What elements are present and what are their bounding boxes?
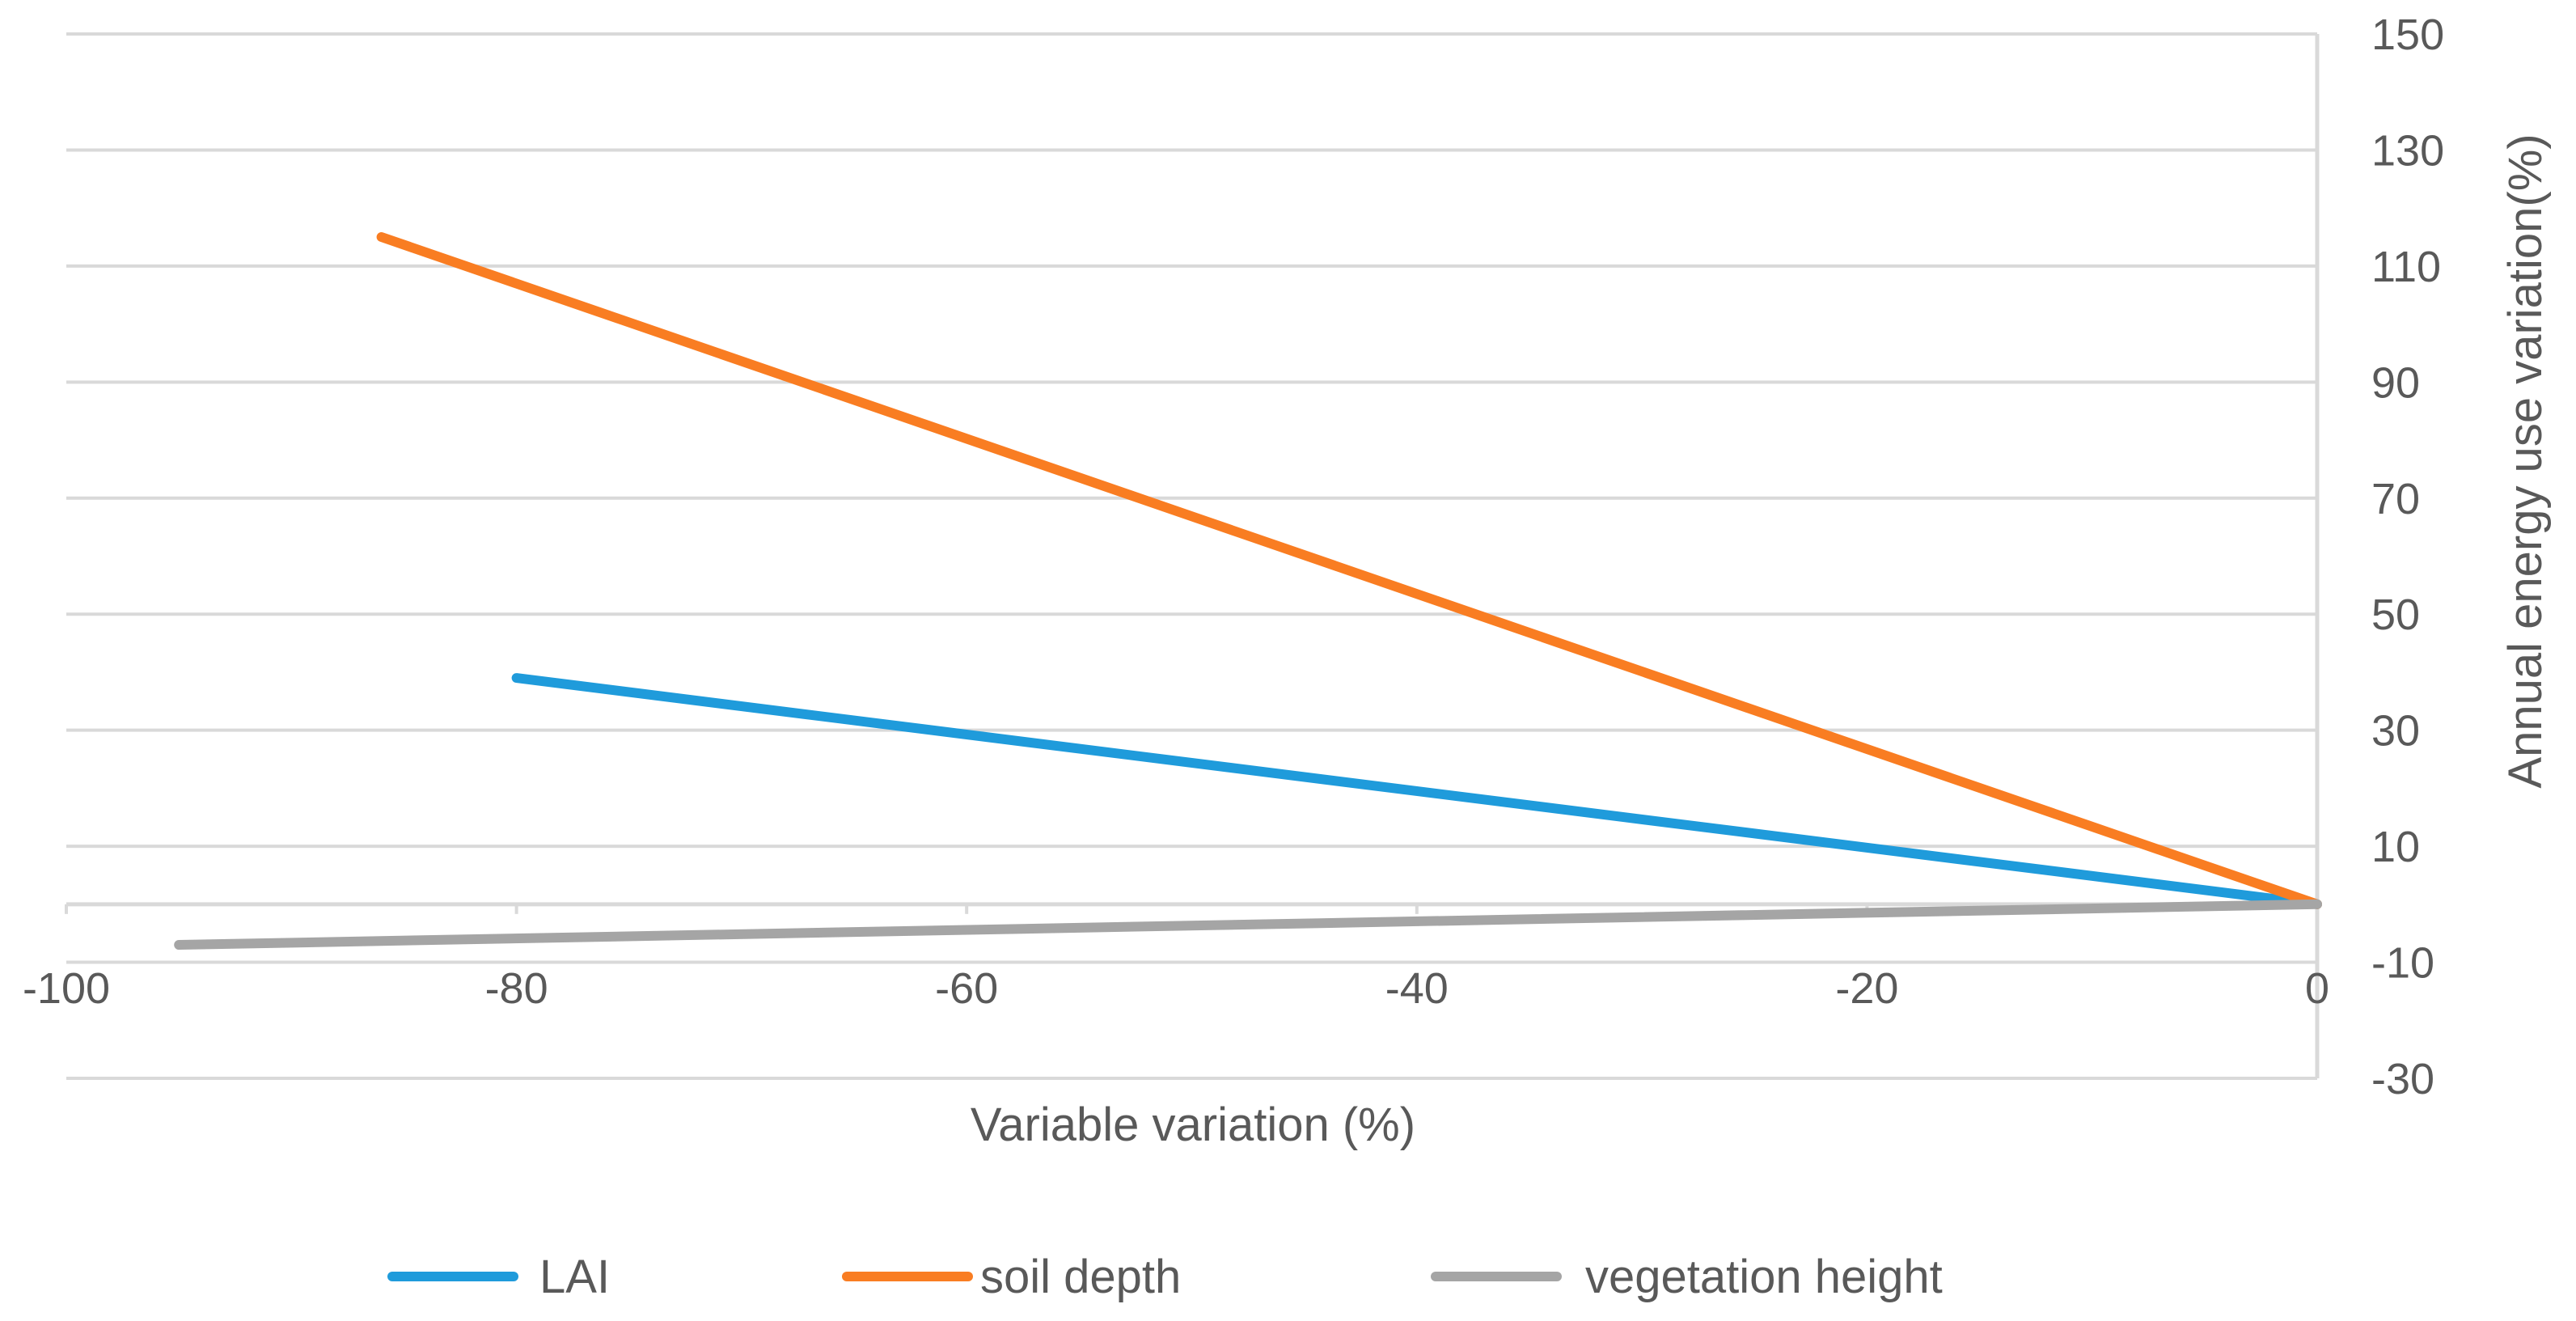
- y-tick-label: 130: [2371, 126, 2444, 175]
- legend-label: vegetation height: [1585, 1251, 1943, 1303]
- legend-item-soil-depth: soil depth: [842, 1251, 1181, 1303]
- series-lines: [174, 232, 2322, 950]
- gridlines: [66, 32, 2317, 1080]
- y-tick-label: 110: [2371, 243, 2441, 291]
- y-axis-title: Annual energy use variation(%): [2499, 133, 2552, 788]
- x-tick-label: -20: [1835, 964, 1898, 1013]
- y-tick-labels: 150 130 110 90 70 50 30 10 -10 -30: [2371, 11, 2444, 1103]
- y-tick-label: 150: [2371, 11, 2444, 59]
- y-tick-label: 10: [2371, 823, 2420, 871]
- legend-label: soil depth: [980, 1251, 1181, 1303]
- y-tick-label: -10: [2371, 939, 2434, 988]
- x-tick-label: -60: [935, 964, 998, 1013]
- y-tick-label: 50: [2371, 591, 2420, 639]
- y-tick-label: 90: [2371, 358, 2420, 407]
- x-tick-label: -80: [485, 964, 548, 1013]
- series-line-vegetation-height: [174, 899, 2322, 950]
- legend-item-lai: LAI: [387, 1251, 610, 1303]
- x-tick-label: -100: [23, 964, 110, 1013]
- series-line-lai: [511, 673, 2322, 909]
- legend-item-vegetation-height: vegetation height: [1431, 1251, 1943, 1303]
- legend: LAI soil depth vegetation height: [387, 1251, 1943, 1303]
- series-line-soil-depth: [376, 232, 2322, 909]
- x-tick-label: 0: [2305, 964, 2329, 1013]
- y-tick-label: 30: [2371, 707, 2420, 756]
- legend-label: LAI: [539, 1251, 610, 1303]
- y-tick-label: -30: [2371, 1055, 2434, 1103]
- x-axis-title: Variable variation (%): [971, 1099, 1415, 1151]
- y-tick-label: 70: [2371, 475, 2420, 523]
- x-tick-labels: -100 -80 -60 -40 -20 0: [23, 964, 2329, 1013]
- x-tick-label: -40: [1385, 964, 1449, 1013]
